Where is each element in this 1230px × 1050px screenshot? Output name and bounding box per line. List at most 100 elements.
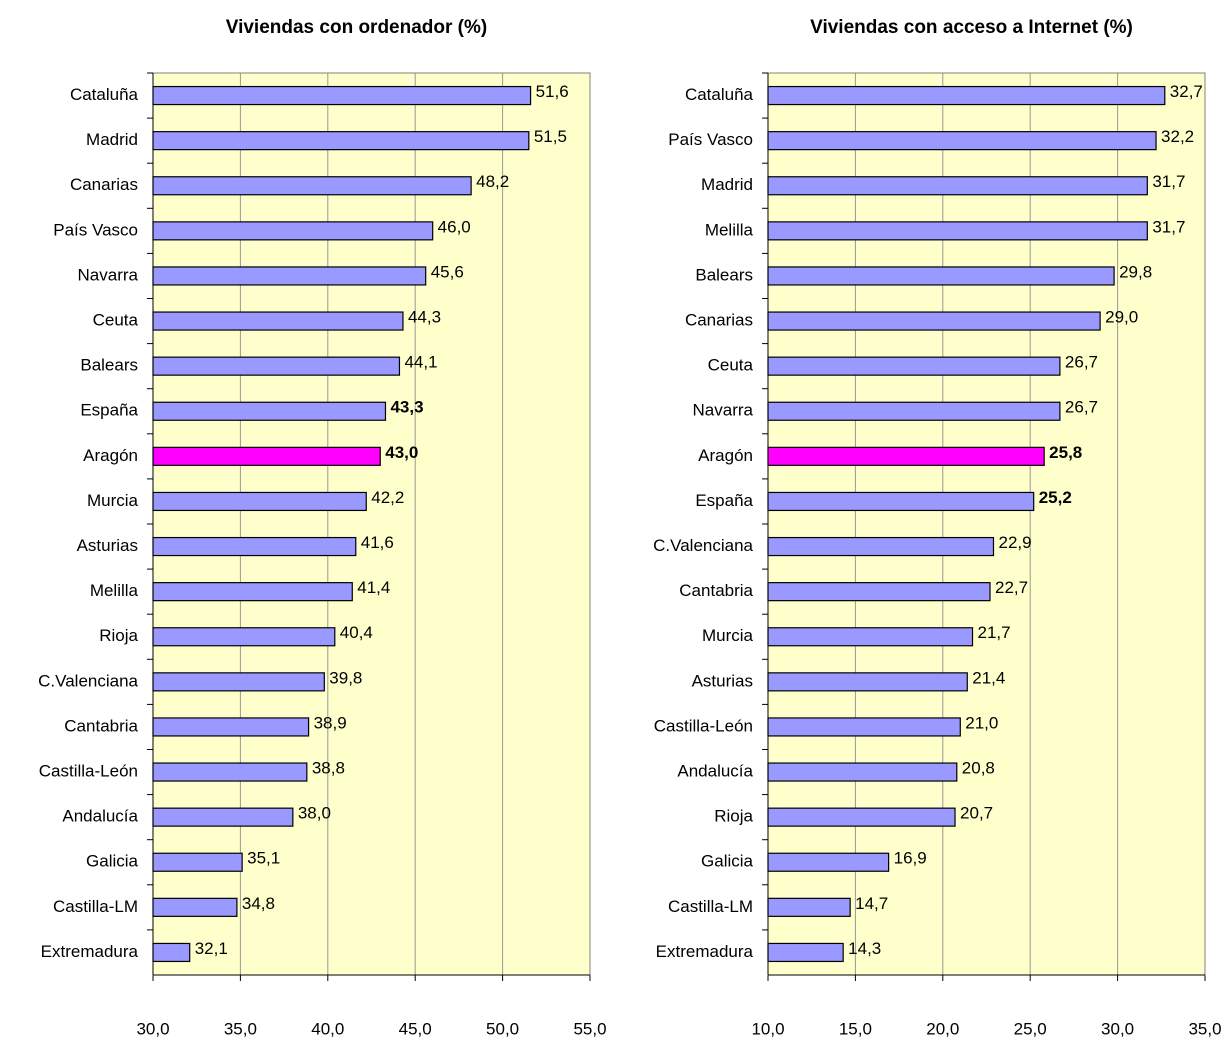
bar [152, 942, 191, 963]
value-label: 38,0 [298, 804, 331, 823]
value-label: 26,7 [1065, 398, 1098, 417]
y-tick-label: Extremadura [656, 942, 754, 961]
y-tick-label: Balears [695, 265, 753, 284]
bar [767, 131, 1157, 151]
y-tick-label: Rioja [714, 807, 753, 826]
value-label: 43,3 [390, 398, 423, 417]
bar [767, 536, 995, 557]
chart-title: Viviendas con acceso a Internet (%) [810, 17, 1133, 38]
bar [767, 852, 890, 872]
bar [767, 446, 1045, 466]
bar [152, 717, 310, 737]
bar [152, 131, 530, 151]
bar [767, 762, 958, 782]
y-tick-label: Ceuta [708, 356, 754, 375]
value-label: 32,2 [1161, 127, 1194, 146]
value-label: 51,5 [534, 127, 567, 146]
y-tick-label: Cataluña [70, 85, 139, 104]
y-tick-label: Balears [80, 356, 138, 375]
x-tick-label: 25,0 [1014, 1019, 1047, 1038]
value-label: 16,9 [894, 849, 927, 868]
bar [767, 491, 1035, 512]
value-label: 25,2 [1039, 488, 1072, 507]
value-label: 29,0 [1105, 308, 1138, 327]
bar [152, 221, 434, 241]
bar [152, 401, 387, 421]
value-label: 39,8 [329, 668, 362, 687]
x-tick-label: 30,0 [1101, 1019, 1134, 1038]
value-label: 22,9 [998, 533, 1031, 552]
value-label: 45,6 [431, 262, 464, 281]
value-label: 21,4 [972, 668, 1005, 687]
bar [152, 491, 367, 512]
y-tick-label: Navarra [78, 265, 139, 284]
value-label: 41,6 [361, 533, 394, 552]
y-tick-label: Galicia [86, 852, 139, 871]
bar [767, 266, 1115, 286]
y-tick-label: Rioja [99, 626, 138, 645]
y-tick-label: Castilla-LM [668, 897, 753, 916]
value-label: 42,2 [371, 488, 404, 507]
value-label: 46,0 [438, 217, 471, 236]
value-label: 31,7 [1152, 172, 1185, 191]
bar [152, 807, 294, 827]
chart-title: Viviendas con ordenador (%) [226, 17, 487, 38]
value-label: 20,7 [960, 804, 993, 823]
y-tick-label: Cantabria [679, 581, 753, 600]
y-tick-label: Cantabria [64, 716, 138, 735]
y-tick-label: Melilla [705, 220, 754, 239]
bar [152, 672, 325, 692]
x-tick-label: 30,0 [136, 1019, 169, 1038]
x-tick-label: 35,0 [224, 1019, 257, 1038]
value-label: 26,7 [1065, 353, 1098, 372]
x-tick-label: 50,0 [486, 1019, 519, 1038]
y-tick-label: C.Valenciana [653, 536, 753, 555]
y-tick-label: Asturias [77, 536, 138, 555]
y-tick-label: Asturias [692, 671, 753, 690]
value-label: 14,7 [855, 894, 888, 913]
x-tick-label: 15,0 [839, 1019, 872, 1038]
y-tick-label: Canarias [685, 311, 753, 330]
y-tick-label: España [695, 491, 753, 510]
value-label: 29,8 [1119, 262, 1152, 281]
value-label: 31,7 [1152, 217, 1185, 236]
y-tick-label: Madrid [86, 130, 138, 149]
plot-area [153, 73, 590, 975]
y-tick-label: Melilla [90, 581, 139, 600]
value-label: 25,8 [1049, 443, 1082, 462]
value-label: 32,7 [1170, 82, 1203, 101]
bar [767, 627, 974, 647]
bar [152, 356, 401, 376]
bar [152, 627, 336, 647]
bar [767, 942, 844, 963]
bar [152, 85, 532, 106]
bar [767, 311, 1101, 331]
x-tick-label: 20,0 [926, 1019, 959, 1038]
y-tick-label: Andalucía [677, 762, 753, 781]
y-tick-label: Murcia [702, 626, 754, 645]
value-label: 14,3 [848, 939, 881, 958]
y-tick-label: Extremadura [41, 942, 139, 961]
y-tick-label: País Vasco [53, 220, 138, 239]
bar [767, 356, 1061, 376]
y-tick-label: Navarra [693, 401, 754, 420]
bar [152, 266, 427, 286]
bar [152, 446, 381, 466]
bar [767, 85, 1166, 106]
bar [152, 852, 243, 872]
bar [767, 717, 961, 737]
value-label: 34,8 [242, 894, 275, 913]
value-label: 20,8 [962, 759, 995, 778]
y-tick-label: Castilla-LM [53, 897, 138, 916]
y-tick-label: Castilla-León [39, 762, 138, 781]
bar [152, 311, 404, 331]
bar [152, 897, 238, 917]
x-tick-label: 55,0 [573, 1019, 606, 1038]
bar [767, 401, 1061, 421]
value-label: 32,1 [195, 939, 228, 958]
value-label: 21,0 [965, 713, 998, 732]
value-label: 51,6 [536, 82, 569, 101]
y-tick-label: Murcia [87, 491, 139, 510]
y-tick-label: Aragón [83, 446, 138, 465]
